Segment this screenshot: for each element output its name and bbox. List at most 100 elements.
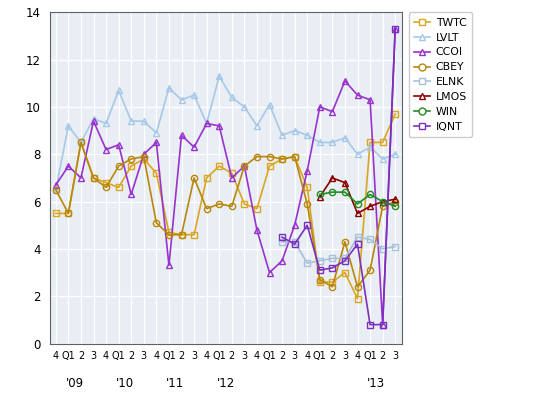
CBEY xyxy=(329,284,336,289)
Text: '11: '11 xyxy=(166,377,184,390)
CCOI xyxy=(178,133,185,138)
IQNT xyxy=(304,223,311,228)
IQNT xyxy=(316,268,323,273)
CBEY xyxy=(367,268,373,273)
IQNT xyxy=(329,265,336,270)
TWTC xyxy=(367,140,373,145)
CBEY xyxy=(216,202,223,207)
CBEY xyxy=(316,277,323,282)
CCOI xyxy=(103,147,109,152)
LVLT xyxy=(65,124,72,128)
CCOI xyxy=(379,322,386,327)
CCOI xyxy=(153,140,159,145)
CCOI xyxy=(65,164,72,169)
LVLT xyxy=(266,102,273,107)
CBEY xyxy=(254,154,260,159)
LMOS xyxy=(392,197,399,202)
CBEY xyxy=(354,284,361,289)
TWTC xyxy=(90,175,97,180)
CBEY xyxy=(103,185,109,190)
TWTC xyxy=(228,171,235,175)
ELNK xyxy=(316,258,323,263)
LVLT xyxy=(292,128,298,133)
LVLT xyxy=(166,85,172,90)
CCOI xyxy=(228,175,235,180)
CCOI xyxy=(116,142,122,147)
LVLT xyxy=(367,145,373,150)
LMOS xyxy=(379,199,386,204)
Line: TWTC: TWTC xyxy=(53,111,398,302)
WIN xyxy=(379,199,386,204)
WIN xyxy=(354,202,361,207)
CBEY xyxy=(116,164,122,169)
CCOI xyxy=(78,175,84,180)
IQNT xyxy=(292,242,298,247)
TWTC xyxy=(266,164,273,169)
TWTC xyxy=(166,230,172,235)
CCOI xyxy=(254,227,260,232)
TWTC xyxy=(354,296,361,301)
CCOI xyxy=(266,270,273,275)
CBEY xyxy=(128,157,135,162)
WIN xyxy=(316,192,323,197)
IQNT xyxy=(279,235,285,240)
CBEY xyxy=(241,164,248,169)
TWTC xyxy=(52,211,59,216)
LVLT xyxy=(140,119,147,124)
TWTC xyxy=(153,171,159,175)
LVLT xyxy=(392,152,399,157)
ELNK xyxy=(354,235,361,240)
Text: '10: '10 xyxy=(116,377,134,390)
TWTC xyxy=(204,175,210,180)
CCOI xyxy=(191,145,197,150)
LVLT xyxy=(153,130,159,135)
Legend: TWTC, LVLT, CCOI, CBEY, ELNK, LMOS, WIN, IQNT: TWTC, LVLT, CCOI, CBEY, ELNK, LMOS, WIN,… xyxy=(409,12,472,137)
CBEY xyxy=(379,204,386,209)
LVLT xyxy=(116,88,122,93)
CBEY xyxy=(90,175,97,180)
LVLT xyxy=(316,140,323,145)
CCOI xyxy=(90,119,97,124)
LVLT xyxy=(216,74,223,79)
LMOS xyxy=(342,180,348,185)
LVLT xyxy=(191,93,197,98)
Line: IQNT: IQNT xyxy=(279,26,398,328)
ELNK xyxy=(342,256,348,261)
TWTC xyxy=(128,164,135,169)
CCOI xyxy=(216,124,223,128)
TWTC xyxy=(304,185,311,190)
CBEY xyxy=(304,202,311,207)
TWTC xyxy=(392,112,399,117)
CCOI xyxy=(367,97,373,102)
LVLT xyxy=(103,121,109,126)
CBEY xyxy=(392,199,399,204)
LVLT xyxy=(304,133,311,138)
LVLT xyxy=(279,133,285,138)
TWTC xyxy=(116,185,122,190)
Line: ELNK: ELNK xyxy=(279,234,398,266)
TWTC xyxy=(140,157,147,162)
CCOI xyxy=(128,192,135,197)
CBEY xyxy=(228,204,235,209)
TWTC xyxy=(254,206,260,211)
LVLT xyxy=(128,119,135,124)
CBEY xyxy=(266,154,273,159)
LVLT xyxy=(204,121,210,126)
TWTC xyxy=(78,140,84,145)
IQNT xyxy=(367,322,373,327)
LMOS xyxy=(316,194,323,199)
LVLT xyxy=(342,135,348,140)
LMOS xyxy=(367,204,373,209)
LMOS xyxy=(354,211,361,216)
ELNK xyxy=(304,261,311,265)
TWTC xyxy=(191,232,197,237)
LVLT xyxy=(178,97,185,102)
CCOI xyxy=(304,169,311,173)
ELNK xyxy=(367,237,373,242)
Line: LMOS: LMOS xyxy=(317,175,398,216)
WIN xyxy=(329,190,336,195)
Line: LVLT: LVLT xyxy=(53,73,398,193)
CBEY xyxy=(292,154,298,159)
LVLT xyxy=(228,95,235,100)
LMOS xyxy=(329,175,336,180)
